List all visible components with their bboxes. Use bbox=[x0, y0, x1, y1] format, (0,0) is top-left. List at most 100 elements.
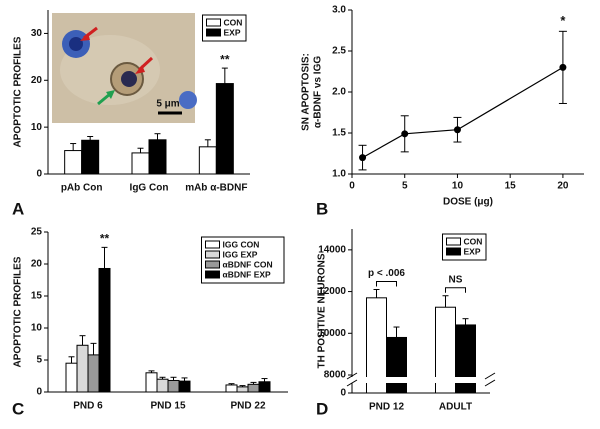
bar bbox=[145, 372, 158, 393]
y-tick-label: 10000 bbox=[318, 328, 346, 339]
x-tick-label: 20 bbox=[557, 181, 569, 192]
x-tick-label: PND 15 bbox=[150, 401, 185, 412]
y-tick-label: 20 bbox=[31, 75, 43, 86]
annotation: p < .006 bbox=[368, 268, 405, 279]
bar bbox=[156, 378, 169, 393]
y-tick-label: 14000 bbox=[318, 244, 346, 255]
bar-break bbox=[434, 377, 477, 383]
bar bbox=[98, 267, 111, 393]
legend-swatch bbox=[206, 28, 221, 37]
y-tick-label: 2.0 bbox=[332, 87, 346, 98]
legend-label: IGG CON bbox=[223, 239, 260, 249]
scale-bar-label: 5 μm bbox=[156, 99, 179, 110]
bracket bbox=[376, 280, 397, 287]
axis-break-mark bbox=[484, 372, 496, 380]
bar bbox=[247, 383, 260, 393]
y-tick-label: 2.5 bbox=[332, 46, 346, 57]
panel-letter: C bbox=[12, 399, 24, 418]
axis-break-mark bbox=[346, 379, 358, 387]
bar bbox=[64, 150, 83, 175]
annotation: ** bbox=[100, 232, 110, 246]
bar bbox=[178, 380, 191, 393]
x-tick-label: mAb α-BDNF bbox=[185, 183, 247, 194]
bar bbox=[65, 362, 78, 393]
bar bbox=[215, 83, 234, 175]
x-tick-label: PND 22 bbox=[230, 401, 265, 412]
x-tick-label: pAb Con bbox=[61, 183, 103, 194]
y-axis-label: TH POSITIVE NEURONS bbox=[317, 253, 328, 368]
x-tick-label: 5 bbox=[402, 181, 408, 192]
y-tick-label: 8000 bbox=[324, 370, 347, 381]
legend-swatch bbox=[206, 18, 221, 27]
bar-break bbox=[365, 377, 408, 383]
x-tick-label: ADULT bbox=[439, 402, 472, 413]
y-axis-label: APOPTOTIC PROFILES bbox=[13, 256, 24, 367]
annotation: * bbox=[560, 13, 566, 28]
legend-label: IGG EXP bbox=[223, 249, 258, 259]
bar bbox=[236, 386, 249, 393]
x-tick-label: 15 bbox=[505, 181, 517, 192]
bar bbox=[198, 146, 217, 175]
data-point bbox=[359, 154, 367, 162]
y-tick-label: 3.0 bbox=[332, 5, 346, 16]
y-tick-label: 15 bbox=[31, 291, 43, 302]
bar bbox=[148, 139, 167, 175]
x-tick-label: PND 6 bbox=[73, 401, 103, 412]
y-tick-label: 1.5 bbox=[332, 128, 346, 139]
legend-swatch bbox=[205, 250, 220, 259]
annotation: ** bbox=[220, 52, 230, 66]
y-axis-label: α-BDNF vs IGG bbox=[313, 56, 324, 128]
legend-swatch bbox=[205, 270, 220, 279]
y-axis-label: APOPTOTIC PROFILES bbox=[13, 36, 24, 147]
y-tick-label: 1.0 bbox=[332, 169, 346, 180]
axis-break-mark bbox=[346, 372, 358, 380]
legend-label: EXP bbox=[464, 246, 481, 256]
y-tick-label: 20 bbox=[31, 259, 43, 270]
legend-swatch bbox=[205, 240, 220, 249]
legend-swatch bbox=[446, 247, 461, 256]
x-tick-label: PND 12 bbox=[369, 402, 404, 413]
bracket bbox=[445, 287, 466, 293]
legend-swatch bbox=[205, 260, 220, 269]
panel-letter: D bbox=[316, 399, 328, 418]
panel-letter: B bbox=[316, 199, 328, 218]
panel-letter: A bbox=[12, 199, 24, 218]
legend-label: CON bbox=[224, 17, 243, 27]
y-tick-label: 5 bbox=[36, 355, 42, 366]
y-tick-label: 0 bbox=[36, 169, 42, 180]
annotation: NS bbox=[449, 274, 463, 285]
x-tick-label: 0 bbox=[349, 181, 355, 192]
bar bbox=[76, 344, 89, 393]
y-axis-label: SN APOPTOSIS: bbox=[301, 53, 312, 131]
bar bbox=[131, 152, 150, 175]
y-tick-label: 0 bbox=[36, 387, 42, 398]
bar bbox=[87, 354, 100, 393]
legend-swatch bbox=[446, 237, 461, 246]
y-tick-label: 10 bbox=[31, 323, 43, 334]
bar bbox=[225, 384, 238, 393]
y-tick-label: 25 bbox=[31, 227, 43, 238]
data-point bbox=[401, 130, 409, 138]
bar bbox=[81, 139, 100, 175]
y-tick-label: 0 bbox=[340, 388, 346, 399]
bar bbox=[167, 379, 180, 393]
data-point bbox=[453, 126, 461, 134]
axis-break-mark bbox=[484, 379, 496, 387]
y-tick-label: 12000 bbox=[318, 286, 346, 297]
micrograph-inset bbox=[52, 13, 197, 123]
legend-label: αBDNF EXP bbox=[223, 269, 272, 279]
y-tick-label: 10 bbox=[31, 122, 43, 133]
bar bbox=[386, 336, 407, 394]
legend-label: CON bbox=[464, 236, 483, 246]
data-line bbox=[362, 66, 564, 159]
y-tick-label: 30 bbox=[31, 28, 43, 39]
x-tick-label: IgG Con bbox=[130, 183, 169, 194]
legend-label: EXP bbox=[224, 27, 241, 37]
x-tick-label: 10 bbox=[452, 181, 464, 192]
legend-label: αBDNF CON bbox=[223, 259, 273, 269]
x-axis-label: DOSE (μg) bbox=[443, 197, 493, 208]
bar bbox=[258, 381, 271, 393]
data-point bbox=[559, 63, 567, 71]
axis-break bbox=[346, 377, 490, 383]
